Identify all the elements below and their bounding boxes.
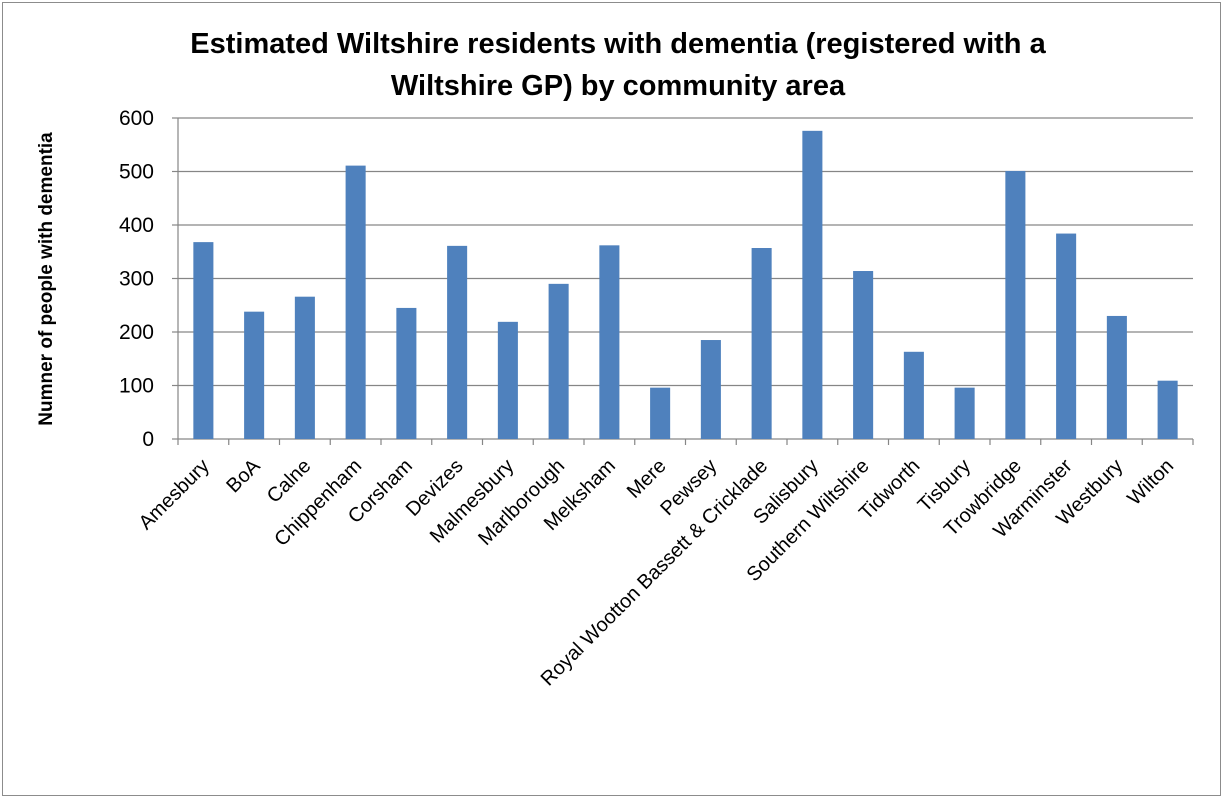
bar: [1005, 170, 1026, 439]
y-tick-label: 500: [119, 161, 154, 184]
bar: [700, 340, 721, 439]
bar: [193, 242, 214, 439]
bars: [193, 130, 1178, 440]
bar: [802, 130, 823, 439]
chart-title-line-1: Estimated Wiltshire residents with demen…: [190, 28, 1046, 60]
bar: [751, 248, 772, 439]
bar: [1157, 380, 1178, 439]
bar: [396, 307, 417, 439]
bar: [599, 245, 620, 439]
y-tick-label: 600: [119, 107, 154, 130]
bar: [294, 296, 315, 439]
y-tick-label: 200: [119, 321, 154, 344]
bar: [345, 165, 366, 440]
bar: [1106, 315, 1127, 439]
gridlines: [178, 117, 1193, 387]
x-tick-labels: Amesbury BoACalneChippenhamCorshamDevizes…: [135, 455, 1178, 691]
bar: [903, 351, 924, 439]
y-tick-label: 400: [119, 214, 154, 237]
bar: [548, 283, 569, 439]
axes: [172, 117, 1194, 445]
bar: [1056, 233, 1077, 439]
chart-svg: Estimated Wiltshire residents with demen…: [36, 28, 1194, 691]
y-tick-label: 100: [119, 375, 154, 398]
chart-title-line-2: Wiltshire GP) by community area: [391, 70, 846, 102]
bar: [853, 271, 874, 439]
y-tick-label: 300: [119, 268, 154, 291]
bar: [954, 387, 975, 439]
x-tick-label: BoA: [222, 455, 265, 498]
y-tick-labels: 0 100 200 300 400 500 600: [119, 107, 154, 451]
x-tick-label: Mere: [623, 455, 671, 503]
y-tick-label: 0: [142, 428, 154, 451]
bar: [447, 245, 468, 439]
y-axis-label: Numner of people with dementia: [36, 132, 57, 426]
bar: [497, 321, 518, 439]
x-tick-label: Wilton: [1123, 455, 1178, 510]
bar: [650, 387, 671, 439]
x-tick-label: Amesbury: [135, 455, 214, 534]
bar: [244, 311, 265, 439]
